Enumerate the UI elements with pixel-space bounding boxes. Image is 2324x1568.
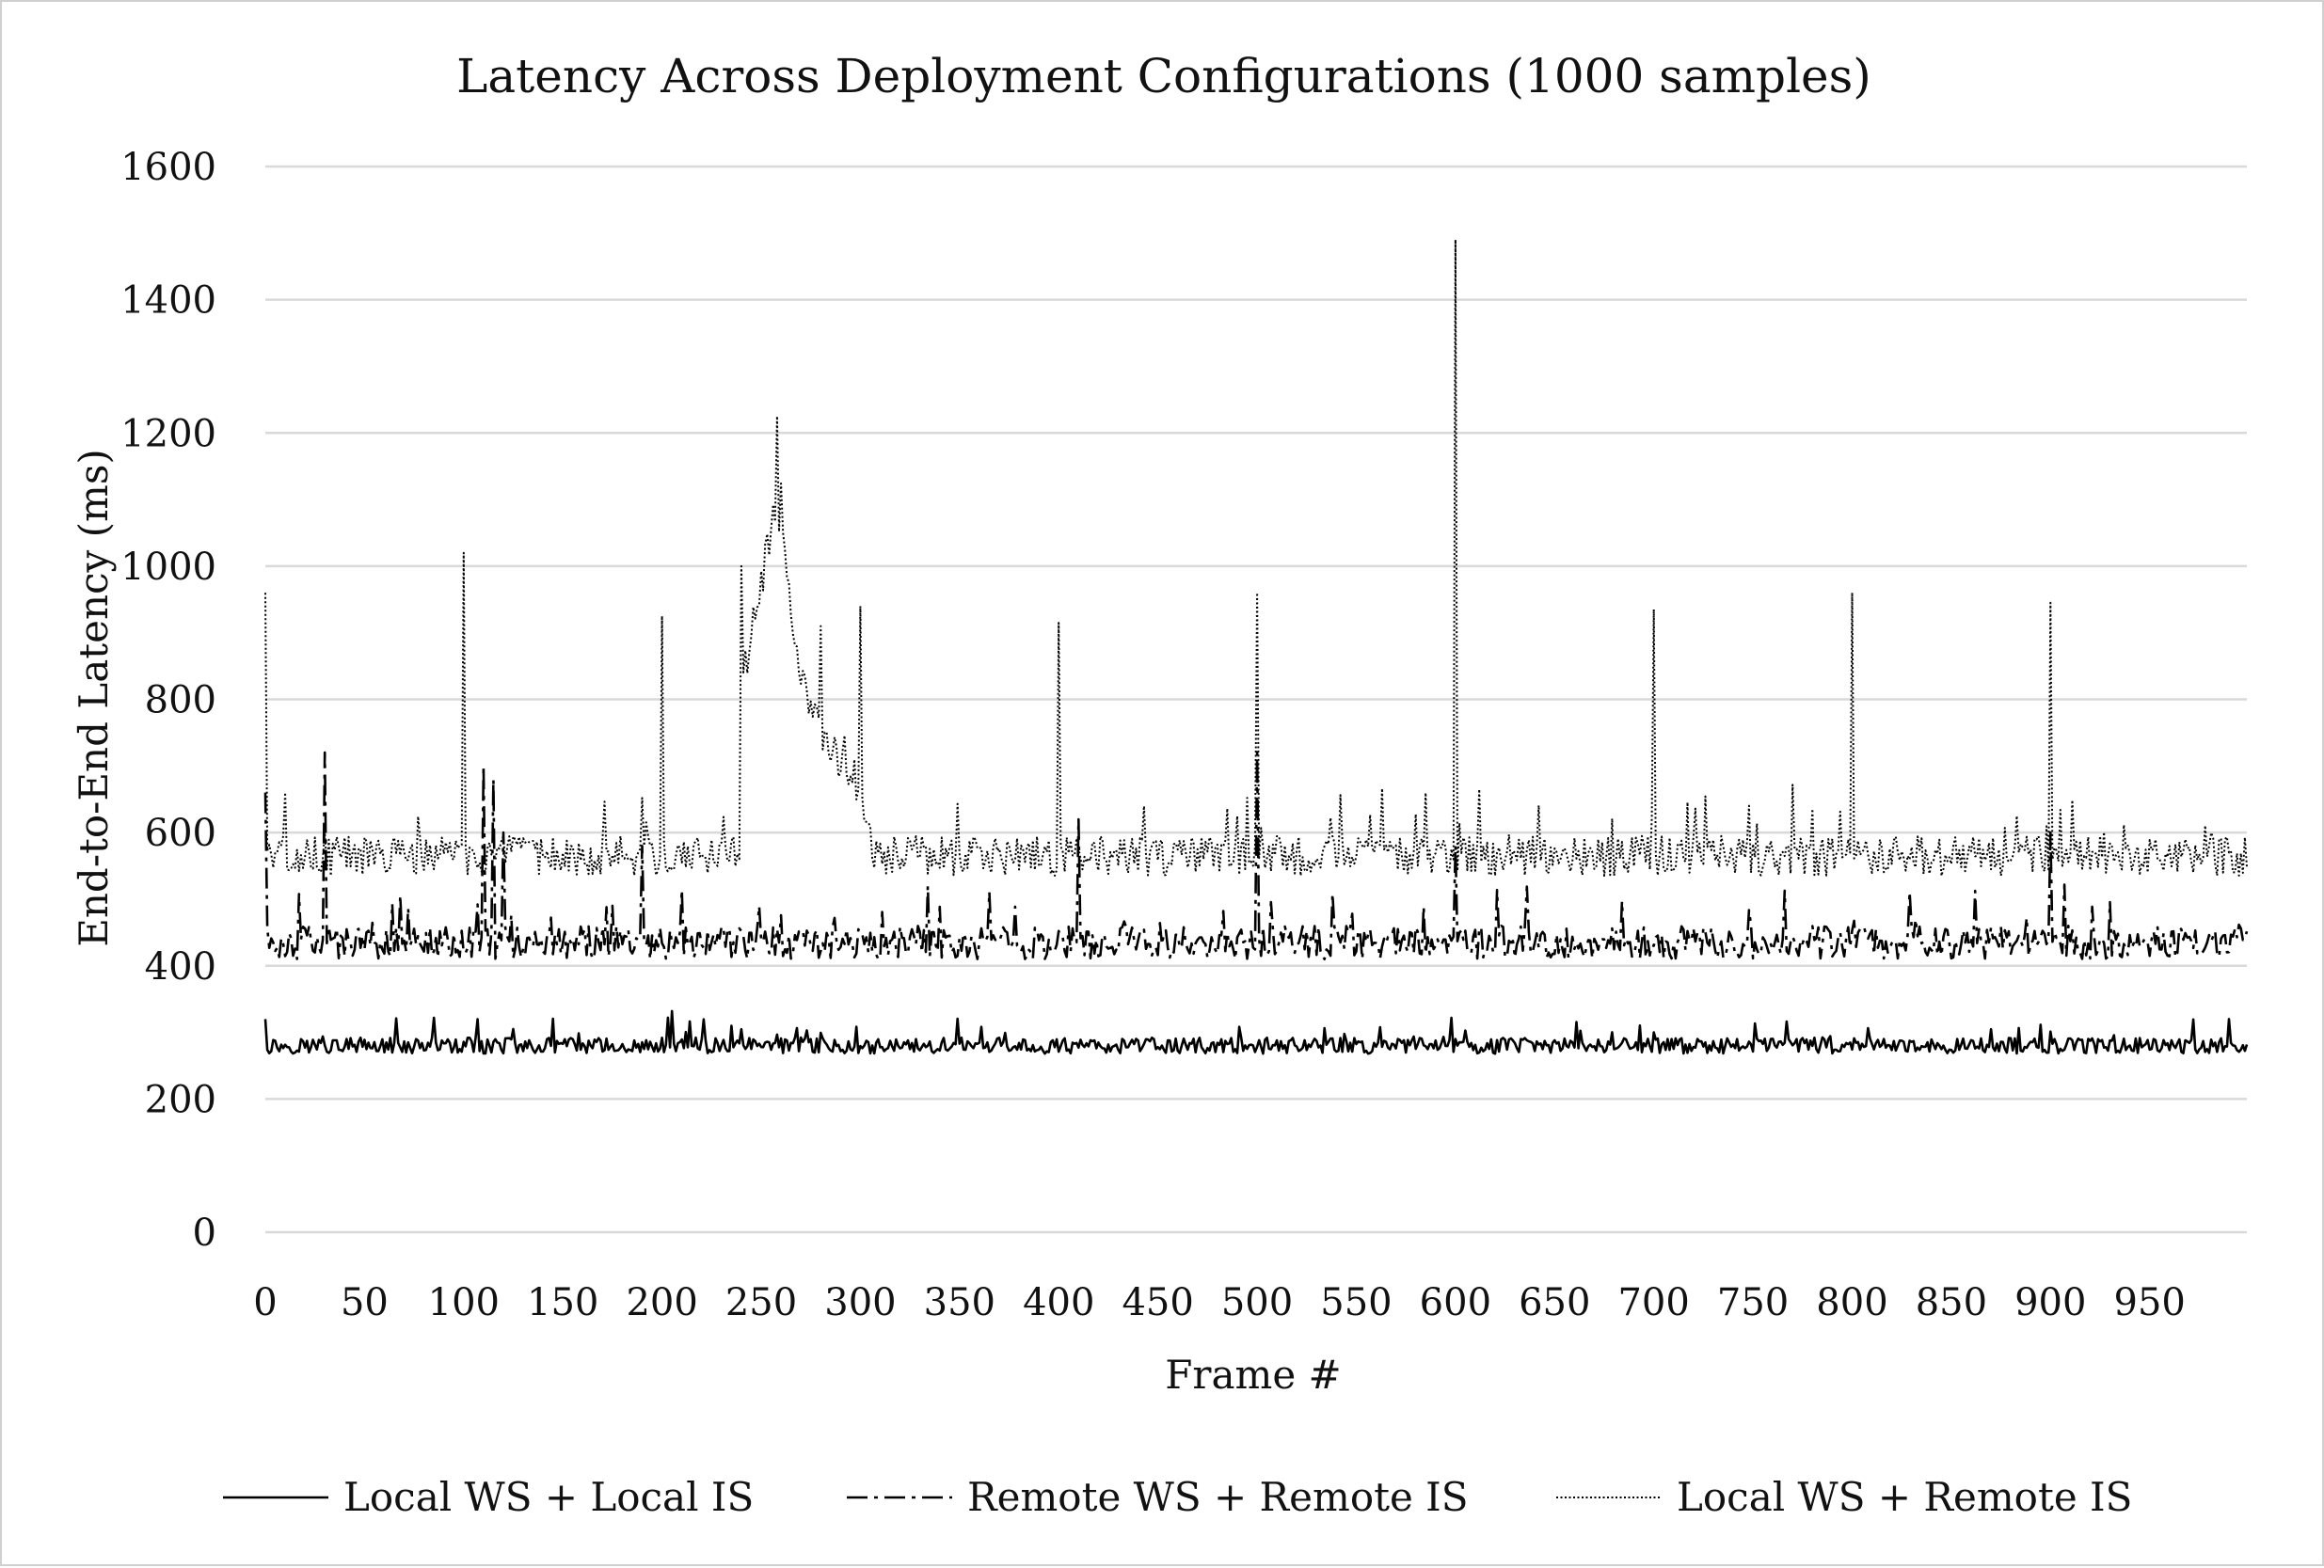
y-tick-label: 1000 (120, 546, 216, 589)
grid-lines (265, 165, 2247, 1234)
x-tick-label: 500 (1221, 1281, 1293, 1324)
x-tick-labels: 0 50 100 150 200 250 300 350 400 450 500 550 600 650 7… (253, 1281, 2186, 1324)
y-tick-label: 1400 (120, 279, 216, 323)
y-tick-label: 400 (145, 945, 216, 989)
x-tick-label: 950 (2114, 1281, 2186, 1324)
x-tick-label: 0 (253, 1281, 277, 1324)
series-line-3 (264, 238, 2248, 878)
legend: Local WS + Local IS Remote WS + Remote IS… (223, 1474, 2132, 1520)
legend-label-3: Local WS + Remote IS (1677, 1474, 2132, 1520)
legend-label-2: Remote WS + Remote IS (967, 1474, 1469, 1520)
x-tick-label: 100 (428, 1281, 500, 1324)
x-tick-label: 250 (725, 1281, 797, 1324)
y-tick-label: 800 (145, 679, 216, 722)
x-tick-label: 750 (1717, 1281, 1789, 1324)
x-tick-label: 800 (1816, 1281, 1887, 1324)
x-tick-label: 400 (1023, 1281, 1094, 1324)
x-tick-label: 350 (924, 1281, 995, 1324)
x-tick-label: 450 (1122, 1281, 1193, 1324)
x-tick-label: 900 (2014, 1281, 2086, 1324)
y-axis-title: End-to-End Latency (ms) (71, 449, 117, 947)
y-tick-label: 0 (193, 1212, 216, 1255)
legend-label-1: Local WS + Local IS (343, 1474, 754, 1520)
y-tick-label: 1200 (120, 412, 216, 455)
series-lines (263, 238, 2249, 1055)
x-tick-label: 600 (1420, 1281, 1491, 1324)
x-tick-label: 150 (527, 1281, 598, 1324)
x-tick-label: 50 (341, 1281, 389, 1324)
x-tick-label: 650 (1519, 1281, 1590, 1324)
y-tick-label: 1600 (120, 146, 216, 189)
series-line-1 (263, 1009, 2249, 1055)
y-tick-label: 600 (145, 812, 216, 855)
series-line-2 (263, 751, 2249, 960)
x-tick-label: 550 (1320, 1281, 1392, 1324)
x-tick-label: 300 (824, 1281, 896, 1324)
chart-title: Latency Across Deployment Configurations… (456, 49, 1871, 103)
x-axis-title: Frame # (1165, 1352, 1341, 1398)
x-tick-label: 850 (1916, 1281, 1987, 1324)
x-tick-label: 200 (626, 1281, 697, 1324)
x-tick-label: 700 (1617, 1281, 1689, 1324)
y-tick-labels: 0 200 400 600 800 1000 1200 1400 1600 (120, 146, 216, 1255)
y-tick-label: 200 (145, 1078, 216, 1121)
